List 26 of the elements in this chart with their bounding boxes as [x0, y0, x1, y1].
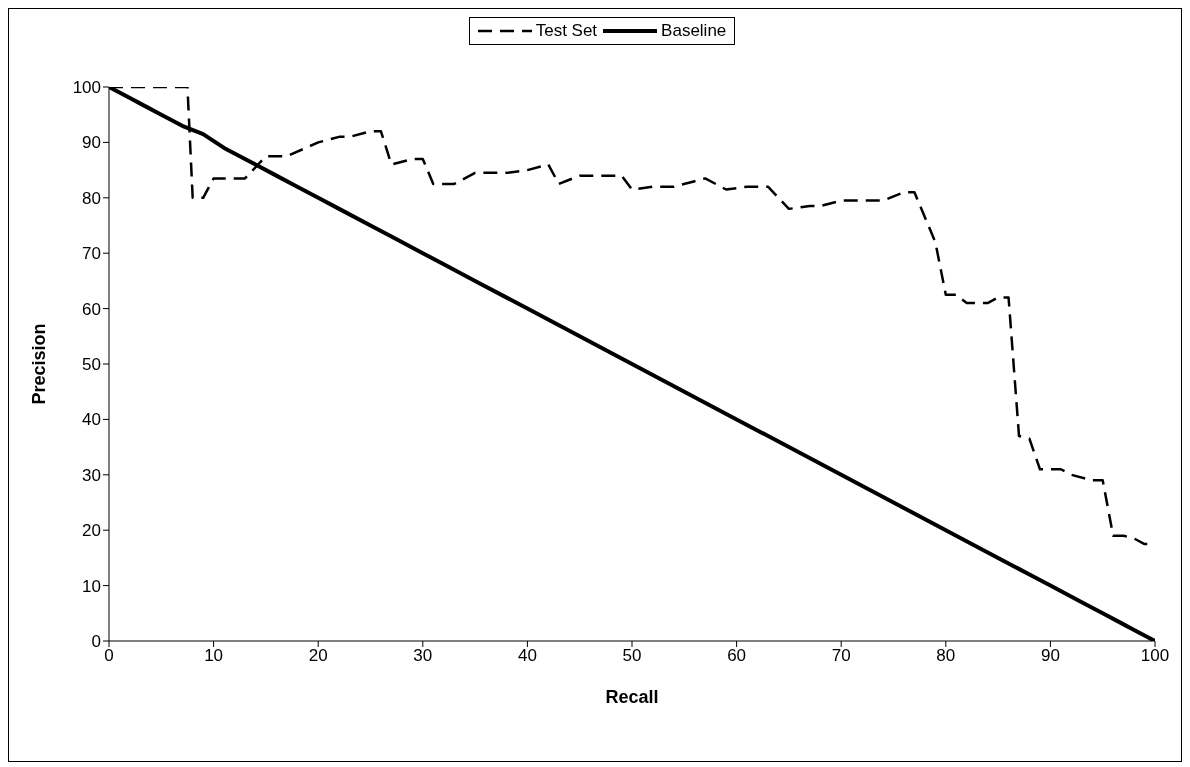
y-tick-label: 90	[82, 133, 101, 153]
y-tick-label: 30	[82, 465, 101, 485]
y-tick-label: 100	[72, 78, 101, 98]
x-tick-label: 20	[308, 646, 328, 666]
x-axis-title: Recall	[605, 687, 659, 707]
x-tick-label: 60	[727, 646, 747, 666]
y-tick-label: 10	[82, 576, 101, 596]
legend-label: Test Set	[534, 21, 598, 41]
y-tick-label: 50	[82, 355, 101, 375]
x-tick-label: 70	[831, 646, 851, 666]
x-tick-label: 50	[622, 646, 642, 666]
legend-label: Baseline	[660, 21, 727, 41]
x-tick-label: 30	[413, 646, 433, 666]
y-tick-label: 80	[82, 188, 101, 208]
y-tick-label: 60	[82, 299, 101, 319]
x-tick-label: 0	[104, 646, 114, 666]
x-tick-label: 100	[1140, 646, 1170, 666]
y-tick-label: 20	[82, 521, 101, 541]
x-tick-label: 10	[204, 646, 224, 666]
y-tick-label: 70	[82, 244, 101, 264]
x-tick-label: 90	[1040, 646, 1060, 666]
x-tick-label: 80	[936, 646, 956, 666]
x-tick-label: 40	[517, 646, 537, 666]
y-tick-label: 40	[82, 410, 101, 430]
y-tick-label: 0	[91, 632, 101, 652]
y-axis-title: Precision	[29, 323, 50, 405]
